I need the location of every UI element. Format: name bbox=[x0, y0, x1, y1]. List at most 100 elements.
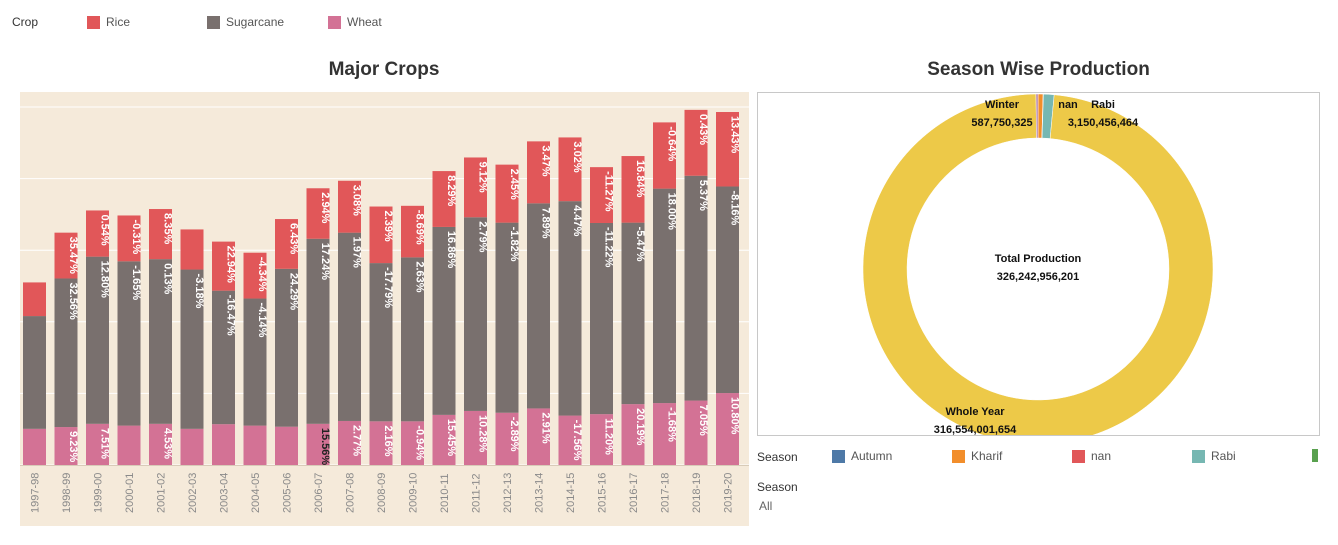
bar-sugarcane-2019-20[interactable] bbox=[716, 186, 739, 394]
bar-wheat-2000-01[interactable] bbox=[117, 425, 141, 465]
bar-rice-2001-02[interactable] bbox=[149, 209, 172, 260]
season-filter[interactable]: Season All bbox=[757, 480, 877, 520]
bar-wheat-2003-04[interactable] bbox=[212, 424, 235, 465]
bar-wheat-2011-12[interactable] bbox=[464, 410, 487, 465]
bar-rice-2010-11[interactable] bbox=[432, 171, 456, 227]
bar-sugarcane-2017-18[interactable] bbox=[653, 188, 676, 404]
data-label-sugarcane: 0.13% bbox=[162, 263, 174, 294]
bar-rice-2005-06[interactable] bbox=[275, 219, 298, 269]
season-legend-more[interactable] bbox=[1312, 449, 1324, 462]
legend-item-rice[interactable]: Rice bbox=[87, 14, 130, 30]
bar-rice-2014-15[interactable] bbox=[558, 137, 582, 202]
nan-swatch bbox=[1072, 449, 1085, 463]
bar-wheat-2008-09[interactable] bbox=[369, 421, 393, 465]
season-production-chart[interactable]: Total Production 326,242,956,201 nan Rabi… bbox=[757, 92, 1320, 436]
bar-wheat-2005-06[interactable] bbox=[275, 426, 298, 465]
season-legend-kharif[interactable]: Kharif bbox=[952, 449, 1002, 463]
season-legend-autumn[interactable]: Autumn bbox=[832, 449, 892, 463]
bar-wheat-2019-20[interactable] bbox=[716, 393, 739, 465]
data-label-sugarcane: 1.97% bbox=[351, 237, 363, 268]
season-label-autumn: Autumn bbox=[851, 449, 893, 463]
bar-wheat-2004-05[interactable] bbox=[243, 425, 267, 465]
bar-rice-2002-03[interactable] bbox=[180, 229, 204, 270]
bar-rice-2013-14[interactable] bbox=[527, 141, 550, 204]
bar-wheat-2001-02[interactable] bbox=[149, 423, 172, 465]
bar-wheat-2012-13[interactable] bbox=[495, 412, 519, 465]
bar-rice-2017-18[interactable] bbox=[653, 122, 676, 189]
bar-rice-2009-10[interactable] bbox=[401, 205, 424, 258]
bar-sugarcane-2005-06[interactable] bbox=[275, 268, 298, 427]
bar-rice-1999-00[interactable] bbox=[86, 210, 109, 257]
x-tick-label: 1997-98 bbox=[30, 473, 42, 513]
major-crops-title: Major Crops bbox=[328, 59, 440, 80]
bar-rice-2004-05[interactable] bbox=[243, 252, 267, 299]
bar-rice-1997-98[interactable] bbox=[23, 282, 46, 317]
bar-sugarcane-2011-12[interactable] bbox=[464, 217, 487, 411]
slice-label-whole-year: Whole Year bbox=[945, 406, 1005, 418]
bar-sugarcane-2003-04[interactable] bbox=[212, 290, 235, 425]
bar-sugarcane-2008-09[interactable] bbox=[369, 263, 393, 422]
bar-rice-2016-17[interactable] bbox=[621, 156, 645, 223]
bar-sugarcane-2013-14[interactable] bbox=[527, 203, 550, 409]
x-tick-label: 2003-04 bbox=[219, 473, 231, 513]
legend-item-sugarcane[interactable]: Sugarcane bbox=[207, 14, 284, 30]
donut-slice-whole-year[interactable] bbox=[862, 93, 1214, 436]
bar-sugarcane-1999-00[interactable] bbox=[86, 256, 109, 424]
data-label-wheat: -0.94% bbox=[414, 425, 426, 460]
data-label-rice: 35.47% bbox=[67, 237, 79, 275]
bar-sugarcane-2010-11[interactable] bbox=[432, 226, 456, 415]
bar-rice-2003-04[interactable] bbox=[212, 241, 235, 291]
bar-rice-2000-01[interactable] bbox=[117, 215, 141, 262]
bar-wheat-2014-15[interactable] bbox=[558, 415, 582, 465]
bar-sugarcane-2016-17[interactable] bbox=[621, 222, 645, 405]
bar-rice-2006-07[interactable] bbox=[306, 188, 330, 239]
bar-wheat-2010-11[interactable] bbox=[432, 414, 456, 465]
bar-sugarcane-2002-03[interactable] bbox=[180, 269, 204, 429]
bar-rice-2015-16[interactable] bbox=[590, 167, 613, 223]
bar-wheat-1998-99[interactable] bbox=[54, 427, 78, 465]
bar-sugarcane-2000-01[interactable] bbox=[117, 261, 141, 426]
donut-slice-winter[interactable] bbox=[1035, 93, 1039, 139]
bar-sugarcane-2018-19[interactable] bbox=[684, 175, 708, 401]
bar-rice-1998-99[interactable] bbox=[54, 232, 78, 279]
data-label-sugarcane: -17.79% bbox=[382, 267, 394, 308]
bar-rice-2011-12[interactable] bbox=[464, 157, 487, 218]
bar-rice-2018-19[interactable] bbox=[684, 109, 708, 176]
bar-wheat-1999-00[interactable] bbox=[86, 423, 109, 465]
bar-sugarcane-2004-05[interactable] bbox=[243, 298, 267, 426]
bar-wheat-2015-16[interactable] bbox=[590, 414, 613, 465]
bar-rice-2007-08[interactable] bbox=[338, 180, 361, 233]
data-label-sugarcane: 17.24% bbox=[319, 243, 331, 281]
bar-sugarcane-2007-08[interactable] bbox=[338, 232, 361, 421]
wheat-swatch bbox=[328, 15, 341, 29]
data-label-wheat: 15.56% bbox=[319, 428, 331, 466]
x-tick-label: 2011-12 bbox=[471, 473, 483, 513]
bar-wheat-2007-08[interactable] bbox=[338, 420, 361, 465]
legend-item-wheat[interactable]: Wheat bbox=[328, 14, 382, 30]
bar-sugarcane-1998-99[interactable] bbox=[54, 278, 78, 428]
bar-wheat-2009-10[interactable] bbox=[401, 421, 424, 465]
bar-wheat-2018-19[interactable] bbox=[684, 400, 708, 465]
bar-rice-2008-09[interactable] bbox=[369, 206, 393, 264]
bar-wheat-2013-14[interactable] bbox=[527, 408, 550, 465]
bar-rice-2019-20[interactable] bbox=[716, 112, 739, 187]
season-legend-rabi[interactable]: Rabi bbox=[1192, 449, 1236, 463]
bar-sugarcane-2006-07[interactable] bbox=[306, 238, 330, 424]
bar-wheat-2017-18[interactable] bbox=[653, 403, 676, 465]
season-legend-nan[interactable]: nan bbox=[1072, 449, 1111, 463]
data-label-sugarcane: -1.65% bbox=[130, 265, 142, 300]
data-label-sugarcane: -16.47% bbox=[225, 295, 237, 336]
bar-sugarcane-2001-02[interactable] bbox=[149, 259, 172, 424]
bar-sugarcane-1997-98[interactable] bbox=[23, 316, 46, 429]
bar-wheat-1997-98[interactable] bbox=[23, 428, 46, 465]
bar-sugarcane-2014-15[interactable] bbox=[558, 201, 582, 416]
major-crops-chart[interactable]: 1997-98 9.23% 32.56% 35.47% 1998-99 7.51% 12.8… bbox=[20, 92, 749, 526]
bar-sugarcane-2015-16[interactable] bbox=[590, 222, 613, 415]
bar-rice-2012-13[interactable] bbox=[495, 164, 519, 223]
bar-wheat-2006-07[interactable] bbox=[306, 423, 330, 465]
season-filter-value[interactable]: All bbox=[759, 499, 773, 513]
bar-sugarcane-2012-13[interactable] bbox=[495, 222, 519, 413]
bar-wheat-2002-03[interactable] bbox=[180, 428, 204, 465]
bar-sugarcane-2009-10[interactable] bbox=[401, 257, 424, 422]
bar-wheat-2016-17[interactable] bbox=[621, 404, 645, 465]
